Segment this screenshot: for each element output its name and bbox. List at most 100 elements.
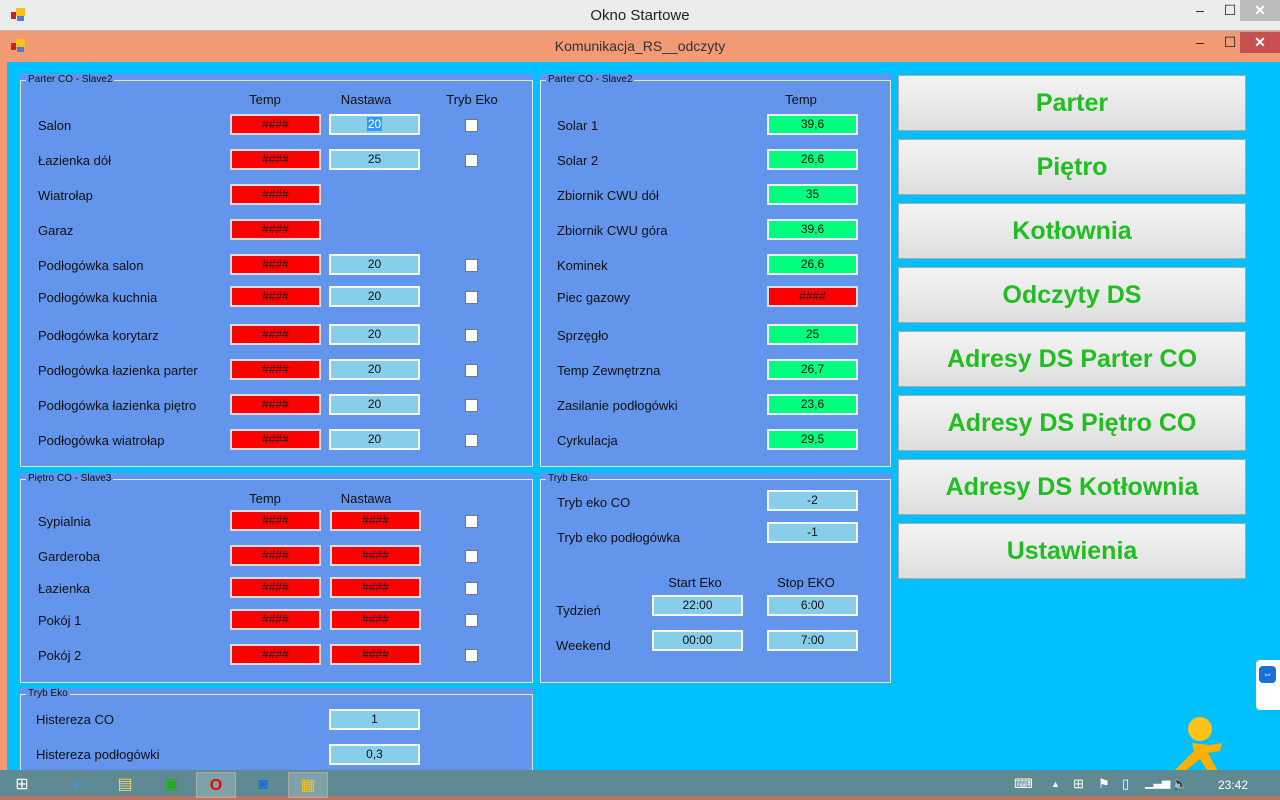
room-label: Podłogówka kuchnia <box>38 290 158 305</box>
room-label: Podłogówka łazienka parter <box>38 363 198 378</box>
hist-co-field[interactable]: 1 <box>329 709 420 730</box>
temp-field: #### <box>230 254 321 275</box>
eko-floor-field[interactable]: -1 <box>767 522 858 543</box>
setpoint-field[interactable]: 20 <box>329 286 420 307</box>
signal-icon[interactable]: ▁▃▅ <box>1145 777 1171 789</box>
internet-explorer-icon[interactable]: e <box>73 776 83 793</box>
eko-checkbox[interactable] <box>465 259 478 272</box>
week-start-field[interactable]: 22:00 <box>652 595 743 616</box>
teamviewer-panel-tab[interactable]: ⇔ <box>1256 660 1280 710</box>
maximize-button[interactable]: ☐ <box>1223 2 1237 18</box>
weekend-stop-field[interactable]: 7:00 <box>767 630 858 651</box>
setpoint-field[interactable]: 20 <box>329 324 420 345</box>
main-window-titlebar: Okno Startowe ‒ ☐ ✕ <box>0 0 1280 31</box>
setpoint-field[interactable]: #### <box>330 545 421 566</box>
show-hidden-icon[interactable]: ▲ <box>1051 779 1060 789</box>
room-label: Garderoba <box>38 549 101 564</box>
temp-field: 26,7 <box>767 359 858 380</box>
setpoint-field[interactable]: #### <box>330 510 421 531</box>
eko-checkbox[interactable] <box>465 291 478 304</box>
eko-checkbox[interactable] <box>465 649 478 662</box>
eko-checkbox[interactable] <box>465 154 478 167</box>
maximize-button[interactable]: ☐ <box>1223 34 1237 50</box>
nav-button-adresy-ds-kotłownia[interactable]: Adresy DS Kotłownia <box>898 459 1246 515</box>
setpoint-field[interactable]: #### <box>330 609 421 630</box>
eko-checkbox[interactable] <box>465 434 478 447</box>
temp-field: #### <box>230 114 321 135</box>
child-window-titlebar: Komunikacja_RS__odczyty ‒ ☐ ✕ <box>0 31 1280 62</box>
eko-co-label: Tryb eko CO <box>557 495 631 510</box>
room-label: Sypialnia <box>38 514 91 529</box>
close-button[interactable]: ✕ <box>1240 32 1280 53</box>
setpoint-field[interactable]: #### <box>330 577 421 598</box>
room-label: Łazienka <box>38 581 91 596</box>
group-frame <box>20 479 533 683</box>
sensor-label: Kominek <box>557 258 608 273</box>
start-icon[interactable]: ⊞ <box>15 776 29 793</box>
setpoint-field[interactable]: 20 <box>329 394 420 415</box>
eko-checkbox[interactable] <box>465 364 478 377</box>
week-stop-field[interactable]: 6:00 <box>767 595 858 616</box>
app-icon[interactable]: ▦ <box>288 772 328 798</box>
eko-checkbox[interactable] <box>465 515 478 528</box>
setpoint-field[interactable]: 20 <box>329 254 420 275</box>
aim-running-man-icon <box>1174 717 1222 775</box>
parter-group: Parter CO - Slave2 Temp Nastawa Tryb Eko… <box>20 74 533 467</box>
eko-checkbox[interactable] <box>465 582 478 595</box>
nastawa-header: Nastawa <box>340 491 392 506</box>
teamviewer-icon[interactable]: ◙ <box>258 776 268 793</box>
temp-header: Temp <box>249 491 281 506</box>
close-button[interactable]: ✕ <box>1240 0 1280 21</box>
setpoint-field[interactable]: 25 <box>329 149 420 170</box>
battery-icon[interactable]: ▯ <box>1122 776 1130 791</box>
nav-button-odczyty-ds[interactable]: Odczyty DS <box>898 267 1246 323</box>
group-legend: Parter CO - Slave2 <box>546 74 635 86</box>
sensor-label: Solar 2 <box>557 153 599 168</box>
hist-co-label: Histereza CO <box>36 712 115 727</box>
room-label: Garaz <box>38 223 74 238</box>
volume-icon[interactable]: 🔈 <box>1172 776 1189 791</box>
file-explorer-icon[interactable]: ▤ <box>117 776 133 793</box>
sensor-label: Zbiornik CWU góra <box>557 223 668 238</box>
group-frame <box>540 80 891 467</box>
eko-co-field[interactable]: -2 <box>767 490 858 511</box>
setpoint-field[interactable]: #### <box>330 644 421 665</box>
setpoint-field[interactable]: 20 <box>329 114 420 135</box>
clock[interactable]: 23:42 <box>1218 778 1249 792</box>
nav-button-adresy-ds-piętro-co[interactable]: Adresy DS Piętro CO <box>898 395 1246 451</box>
room-label: Podłogówka wiatrołap <box>38 433 165 448</box>
room-label: Pokój 1 <box>38 613 82 628</box>
temp-field: 39,6 <box>767 114 858 135</box>
windows-icon[interactable]: ⊞ <box>1073 776 1084 791</box>
eko-checkbox[interactable] <box>465 329 478 342</box>
start-eko-header: Start Eko <box>668 575 722 590</box>
teamviewer-icon: ⇔ <box>1259 666 1276 683</box>
opera-icon[interactable]: O <box>196 772 236 798</box>
eko-settings-group: Tryb Eko Tryb eko CO -2 Tryb eko podłogó… <box>540 473 891 683</box>
eko-checkbox[interactable] <box>465 614 478 627</box>
nav-button-piętro[interactable]: Piętro <box>898 139 1246 195</box>
setpoint-field[interactable]: 20 <box>329 359 420 380</box>
minimize-button[interactable]: ‒ <box>1196 2 1204 18</box>
setpoint-field[interactable]: 20 <box>329 429 420 450</box>
eko-checkbox[interactable] <box>465 550 478 563</box>
nav-button-ustawienia[interactable]: Ustawienia <box>898 523 1246 579</box>
sensor-label: Temp Zewnętrzna <box>557 363 661 378</box>
store-icon[interactable]: ▣ <box>164 776 180 793</box>
group-frame <box>20 80 533 467</box>
weekend-start-field[interactable]: 00:00 <box>652 630 743 651</box>
nav-button-adresy-ds-parter-co[interactable]: Adresy DS Parter CO <box>898 331 1246 387</box>
eko-checkbox[interactable] <box>465 119 478 132</box>
temp-field: #### <box>230 149 321 170</box>
keyboard-icon[interactable]: ⌨ <box>1014 776 1033 791</box>
room-label: Wiatrołap <box>38 188 93 203</box>
sensor-label: Solar 1 <box>557 118 599 133</box>
nav-button-parter[interactable]: Parter <box>898 75 1246 131</box>
nav-button-kotłownia[interactable]: Kotłownia <box>898 203 1246 259</box>
eko-checkbox[interactable] <box>465 399 478 412</box>
flag-icon[interactable]: ⚑ <box>1098 776 1110 791</box>
room-label: Podłogówka korytarz <box>38 328 159 343</box>
temp-field: #### <box>230 644 321 665</box>
hist-floor-field[interactable]: 0,3 <box>329 744 420 765</box>
minimize-button[interactable]: ‒ <box>1196 34 1204 50</box>
